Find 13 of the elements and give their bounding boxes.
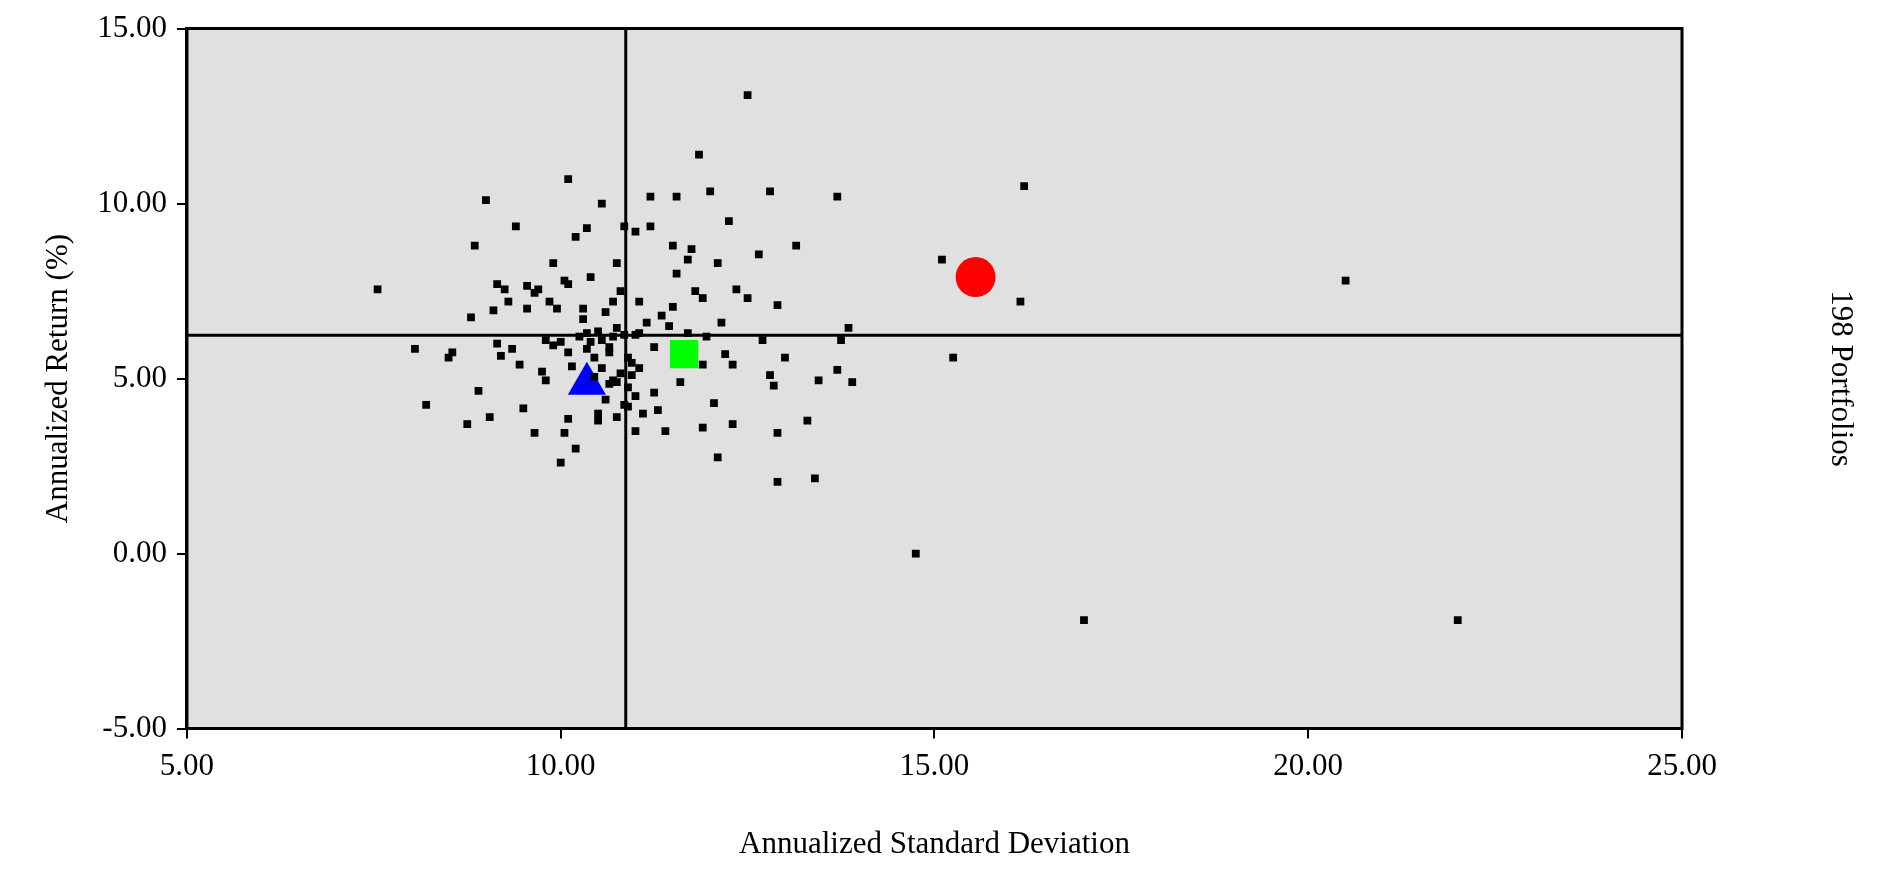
y-tick-label: -5.00 [102,708,167,744]
text: 198 Portfolios [1824,290,1860,467]
x-tick-label: 5.00 [159,747,215,783]
x-tick-label: 15.00 [899,747,970,783]
x-tick-label: 25.00 [1647,747,1717,783]
x-axis-title: Annualized Standard Deviation [739,824,1131,860]
y-tick-label: 10.00 [97,183,167,219]
y-tick-label: 5.00 [112,358,167,394]
y-tick-label: 15.00 [97,8,167,44]
y-axis-title: Annualized Return (%) [38,233,74,524]
y-tick-label: 0.00 [112,533,167,569]
x-tick-label: 20.00 [1273,747,1344,783]
x-tick-label: 10.00 [525,747,596,783]
